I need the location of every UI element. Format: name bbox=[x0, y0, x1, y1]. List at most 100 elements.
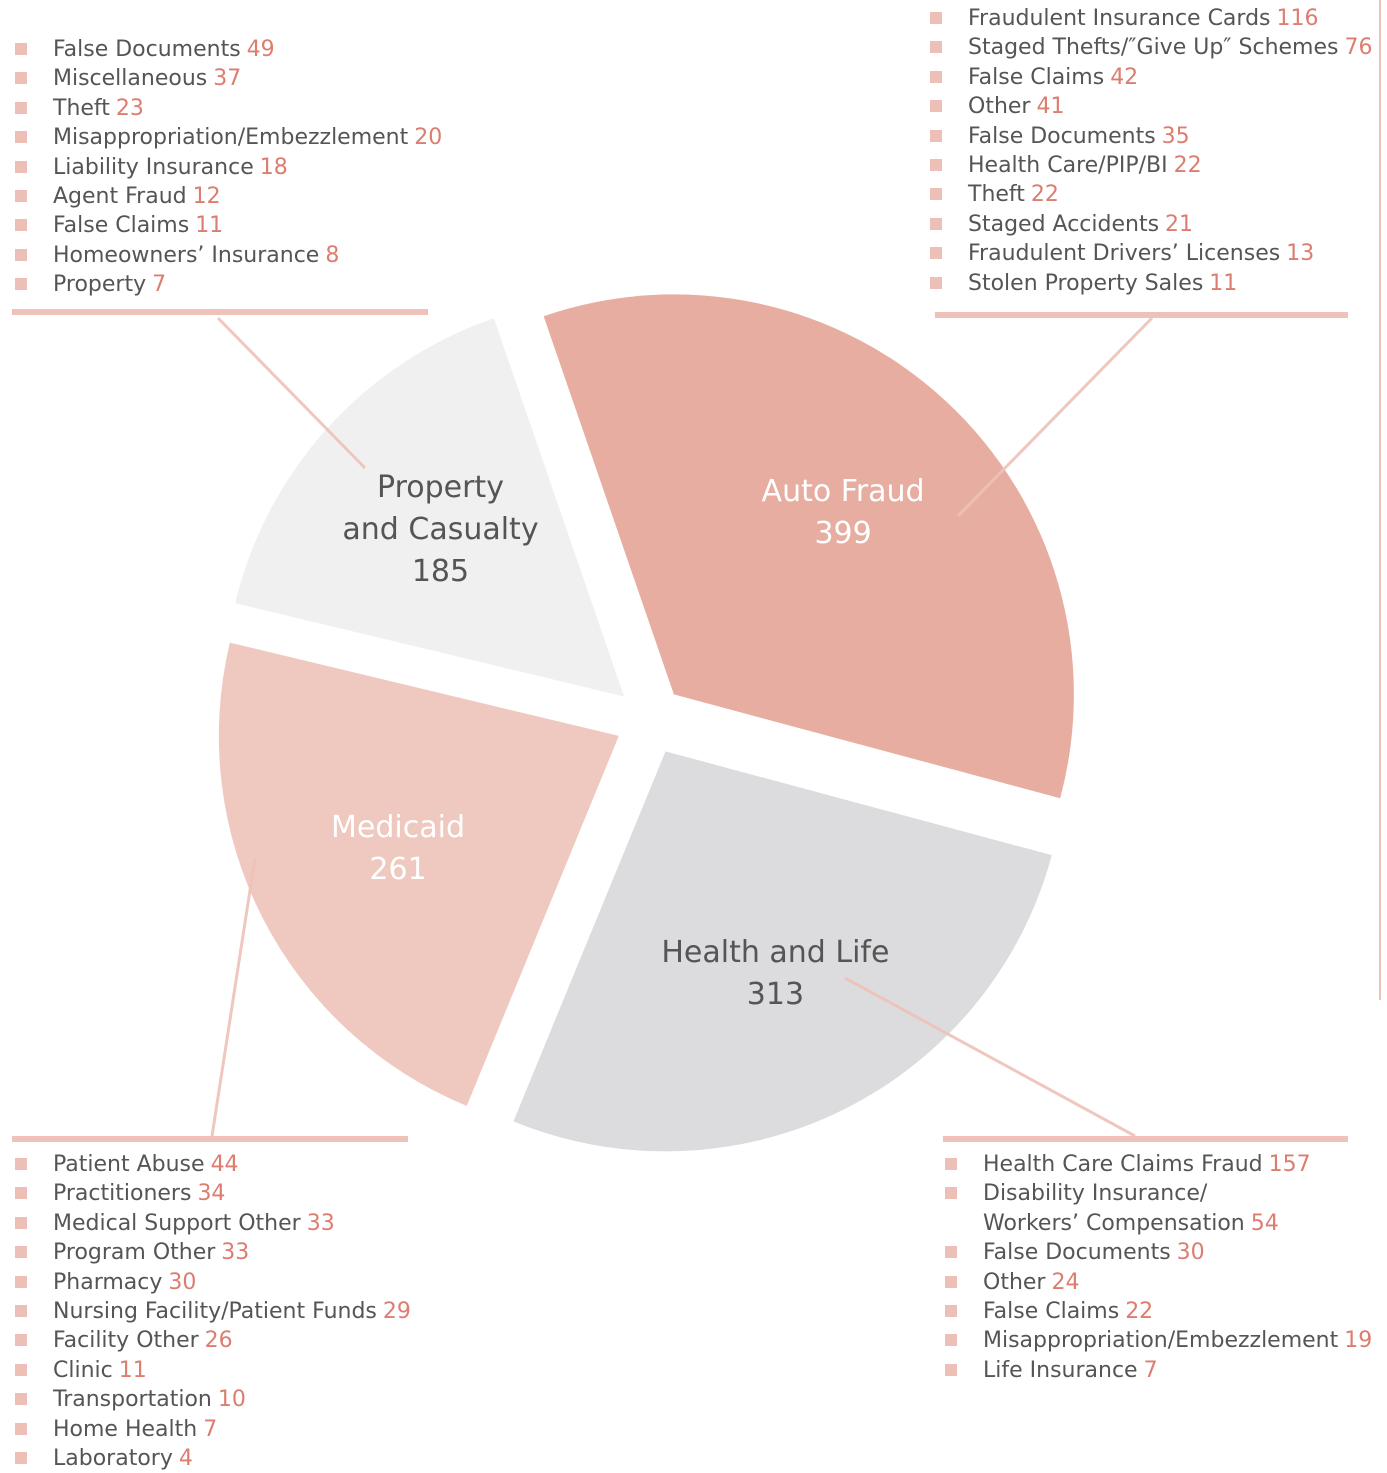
item-value: 42 bbox=[1110, 64, 1139, 90]
item-label: Clinic bbox=[53, 1357, 113, 1383]
leader-line bbox=[210, 857, 257, 1137]
item-label: Fraudulent Insurance Cards bbox=[968, 6, 1271, 31]
bullet bbox=[930, 70, 942, 83]
item-label: Laboratory bbox=[53, 1446, 173, 1472]
bullet bbox=[15, 1363, 27, 1376]
list-item: Other 24 bbox=[945, 1268, 1372, 1297]
item-value: 7 bbox=[152, 272, 167, 298]
list-item: Fraudulent Drivers’ Licenses 13 bbox=[930, 239, 1372, 268]
item-value: 29 bbox=[382, 1299, 411, 1325]
item-value: 41 bbox=[1036, 94, 1065, 120]
bullet bbox=[930, 247, 942, 260]
list-item: Theft 22 bbox=[930, 180, 1372, 209]
slice bbox=[543, 294, 1074, 799]
list-item: Facility Other 26 bbox=[15, 1326, 411, 1355]
bullet bbox=[945, 1158, 957, 1170]
bullet bbox=[15, 1422, 27, 1435]
item-value: 157 bbox=[1268, 1152, 1311, 1177]
item-value: 30 bbox=[1176, 1240, 1205, 1266]
slice bbox=[513, 751, 1052, 1152]
list-item: Nursing Facility/Patient Funds 29 bbox=[15, 1297, 411, 1326]
item-value: 22 bbox=[1125, 1299, 1154, 1325]
item-value: 8 bbox=[325, 242, 340, 268]
list-item: Life Insurance 7 bbox=[945, 1356, 1372, 1385]
item-value: 21 bbox=[1165, 211, 1194, 237]
list-item: Staged Thefts/″Give Up″ Schemes 76 bbox=[930, 33, 1372, 62]
list-item: Misappropriation/Embezzlement 19 bbox=[945, 1326, 1372, 1355]
item-label: Misappropriation/Embezzlement bbox=[53, 125, 409, 151]
item-label: False Claims bbox=[53, 213, 190, 239]
leader-lines bbox=[210, 316, 1154, 1138]
item-label: Liability Insurance bbox=[53, 154, 254, 180]
leaders bbox=[12, 0, 1381, 1142]
list-item: Staged Accidents 21 bbox=[930, 210, 1372, 239]
slice-label: Property and Casualty 185 bbox=[342, 467, 538, 593]
item-label: Medical Support Other bbox=[53, 1210, 301, 1236]
item-label: Patient Abuse bbox=[53, 1152, 205, 1177]
list-item: Fraudulent Insurance Cards 116 bbox=[930, 4, 1372, 33]
item-value: 22 bbox=[1030, 182, 1059, 208]
item-label: Staged Thefts/″Give Up″ Schemes bbox=[968, 35, 1339, 61]
slice-name: Property and Casualty bbox=[342, 469, 539, 547]
list-item: Program Other 33 bbox=[15, 1238, 411, 1267]
slice bbox=[235, 318, 625, 697]
bullet bbox=[930, 41, 942, 54]
list-item: False Claims 42 bbox=[930, 63, 1372, 92]
item-value: 49 bbox=[246, 37, 275, 62]
bullet bbox=[930, 129, 942, 142]
leader-line bbox=[216, 316, 367, 470]
bullet bbox=[15, 1246, 27, 1259]
list-item: Liability Insurance 18 bbox=[15, 153, 442, 182]
list-item: Patient Abuse 44 bbox=[15, 1150, 411, 1179]
item-label: Health Care Claims Fraud bbox=[983, 1152, 1263, 1177]
list-item: Practitioners 34 bbox=[15, 1179, 411, 1208]
list-item: False Documents 35 bbox=[930, 122, 1372, 151]
item-label: Other bbox=[983, 1269, 1046, 1295]
item-value: 20 bbox=[414, 125, 443, 151]
bullet bbox=[945, 1275, 957, 1288]
item-label: Misappropriation/Embezzlement bbox=[983, 1328, 1339, 1354]
list-item: Other 41 bbox=[930, 92, 1372, 121]
item-label: False Claims bbox=[983, 1299, 1120, 1325]
item-label: False Documents bbox=[968, 123, 1156, 149]
slice-value: 261 bbox=[369, 851, 427, 887]
item-label: Stolen Property Sales bbox=[968, 270, 1204, 296]
slice-name: Medicaid bbox=[331, 809, 466, 845]
bullet bbox=[945, 1363, 957, 1376]
list-item: Clinic 11 bbox=[15, 1356, 411, 1385]
item-value: 11 bbox=[195, 213, 224, 239]
breakdown-list: Health Care Claims Fraud 157 Disability In… bbox=[945, 1150, 1372, 1385]
list-item: Medical Support Other 33 bbox=[15, 1209, 411, 1238]
list-item: Stolen Property Sales 11 bbox=[930, 269, 1372, 298]
item-value: 33 bbox=[221, 1240, 250, 1266]
list-item: Theft 23 bbox=[15, 94, 442, 123]
item-value: 54 bbox=[1250, 1210, 1279, 1236]
slices bbox=[218, 294, 1074, 1152]
bullet bbox=[15, 248, 27, 261]
bullet bbox=[15, 1452, 27, 1465]
item-label: Other bbox=[968, 94, 1031, 120]
leader-line bbox=[844, 976, 1136, 1138]
item-label: Facility Other bbox=[53, 1328, 199, 1354]
item-value: 26 bbox=[204, 1328, 233, 1354]
item-value: 11 bbox=[118, 1357, 147, 1383]
list-item: Health Care/PIP/BI 22 bbox=[930, 151, 1372, 180]
item-value: 23 bbox=[115, 95, 144, 121]
item-value: 13 bbox=[1286, 241, 1315, 267]
bullet bbox=[930, 100, 942, 113]
item-label: Theft bbox=[53, 95, 110, 121]
item-label: False Documents bbox=[983, 1240, 1171, 1266]
item-label: Program Other bbox=[53, 1240, 216, 1266]
list-item: Misappropriation/Embezzlement 20 bbox=[15, 123, 442, 152]
item-value: 12 bbox=[192, 184, 221, 210]
item-value: 24 bbox=[1051, 1269, 1080, 1295]
item-label: Pharmacy bbox=[53, 1269, 163, 1295]
bullet bbox=[15, 1158, 27, 1170]
leader-line bbox=[956, 316, 1154, 518]
item-value: 76 bbox=[1344, 35, 1373, 61]
bullet bbox=[945, 1334, 957, 1347]
bullet bbox=[15, 278, 27, 291]
slice-label: Auto Fraud 399 bbox=[762, 471, 925, 555]
